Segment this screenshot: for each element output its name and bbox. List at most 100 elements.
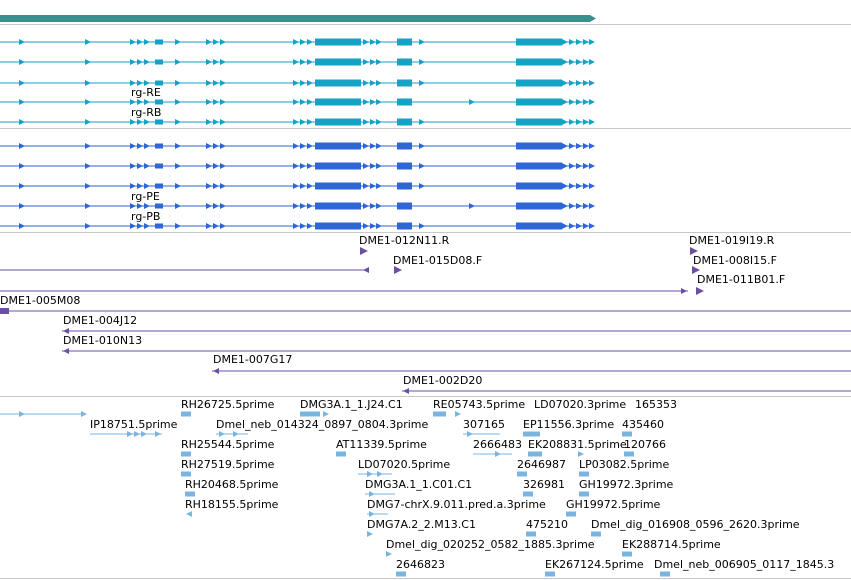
- cds-block[interactable]: [397, 182, 412, 190]
- bac-end-label[interactable]: DME1-005M08: [0, 294, 81, 307]
- bac-end-label[interactable]: DME1-008I15.F: [693, 254, 777, 267]
- est-label[interactable]: RH25544.5prime: [181, 438, 275, 451]
- est-block[interactable]: [579, 491, 589, 497]
- cds-block[interactable]: [516, 202, 562, 210]
- cds-block[interactable]: [397, 98, 412, 106]
- est-label[interactable]: EK267124.5prime: [545, 558, 644, 571]
- est-label[interactable]: 326981: [523, 478, 565, 491]
- cds-block[interactable]: [516, 118, 562, 126]
- est-block[interactable]: [660, 571, 670, 577]
- bac-end-label[interactable]: DME1-007G17: [213, 353, 293, 366]
- est-label[interactable]: Dmel_dig_016908_0596_2620.3prime: [591, 518, 800, 531]
- exon-block[interactable]: [155, 39, 163, 45]
- est-block[interactable]: [185, 491, 195, 497]
- cds-block[interactable]: [315, 118, 361, 126]
- est-block[interactable]: [523, 431, 540, 437]
- est-label[interactable]: Dmel_neb_006905_0117_1845.3: [654, 558, 835, 571]
- exon-block[interactable]: [155, 183, 163, 189]
- est-label[interactable]: AT11339.5prime: [336, 438, 427, 451]
- est-block[interactable]: [396, 571, 406, 577]
- exon-block[interactable]: [155, 80, 163, 86]
- cds-block[interactable]: [315, 38, 361, 46]
- est-block[interactable]: [181, 411, 191, 417]
- est-label[interactable]: EK288714.5prime: [622, 538, 721, 551]
- est-block[interactable]: [181, 471, 191, 477]
- est-label[interactable]: 2646823: [396, 558, 445, 571]
- est-label[interactable]: DMG3A.1_1.C01.C1: [365, 478, 473, 491]
- exon-block[interactable]: [155, 163, 163, 169]
- exon-block[interactable]: [155, 119, 163, 125]
- est-block[interactable]: [526, 531, 536, 537]
- cds-block[interactable]: [315, 142, 361, 150]
- est-block[interactable]: [181, 451, 191, 457]
- cds-block[interactable]: [516, 58, 562, 66]
- gene-bar[interactable]: [0, 15, 596, 22]
- est-label[interactable]: 165353: [635, 398, 677, 411]
- est-block[interactable]: [591, 531, 601, 537]
- est-label[interactable]: LD07020.5prime: [358, 458, 451, 471]
- est-label[interactable]: RH26725.5prime: [181, 398, 275, 411]
- transcript-label[interactable]: rg-RB: [131, 106, 162, 119]
- est-block[interactable]: [528, 451, 542, 457]
- cds-block[interactable]: [315, 58, 361, 66]
- cds-block[interactable]: [397, 202, 412, 210]
- cds-block[interactable]: [315, 222, 361, 230]
- est-block[interactable]: [566, 511, 576, 517]
- est-block[interactable]: [579, 471, 589, 477]
- exon-block[interactable]: [155, 143, 163, 149]
- cds-block[interactable]: [397, 142, 412, 150]
- bac-end-label[interactable]: DME1-004J12: [63, 314, 138, 327]
- cds-block[interactable]: [397, 162, 412, 170]
- est-block[interactable]: [300, 411, 320, 417]
- est-block[interactable]: [523, 491, 533, 497]
- est-block[interactable]: [545, 571, 555, 577]
- bac-end-label[interactable]: DME1-019I19.R: [689, 234, 775, 247]
- est-label[interactable]: 435460: [622, 418, 664, 431]
- est-block[interactable]: [517, 471, 527, 477]
- cds-block[interactable]: [516, 98, 562, 106]
- est-label[interactable]: 120766: [624, 438, 666, 451]
- exon-block[interactable]: [155, 99, 163, 105]
- bac-end-label[interactable]: DME1-002D20: [403, 374, 483, 387]
- cds-block[interactable]: [516, 222, 562, 230]
- cds-block[interactable]: [315, 182, 361, 190]
- est-block[interactable]: [433, 411, 446, 417]
- est-label[interactable]: RH27519.5prime: [181, 458, 275, 471]
- exon-block[interactable]: [155, 203, 163, 209]
- cds-block[interactable]: [397, 58, 412, 66]
- exon-block[interactable]: [155, 59, 163, 65]
- cds-block[interactable]: [397, 38, 412, 46]
- cds-block[interactable]: [516, 142, 562, 150]
- cds-block[interactable]: [315, 202, 361, 210]
- cds-block[interactable]: [397, 118, 412, 126]
- est-label[interactable]: Dmel_neb_014324_0897_0804.3prime: [216, 418, 429, 431]
- bac-end-label[interactable]: DME1-012N11.R: [359, 234, 450, 247]
- est-label[interactable]: RH20468.5prime: [185, 478, 279, 491]
- est-label[interactable]: LP03082.5prime: [579, 458, 670, 471]
- est-label[interactable]: 307165: [463, 418, 505, 431]
- cds-block[interactable]: [516, 162, 562, 170]
- est-label[interactable]: IP18751.5prime: [90, 418, 178, 431]
- est-label[interactable]: 475210: [526, 518, 568, 531]
- cds-block[interactable]: [315, 79, 361, 87]
- est-label[interactable]: GH19972.3prime: [579, 478, 674, 491]
- cds-block[interactable]: [397, 79, 412, 87]
- est-label[interactable]: Dmel_dig_020252_0582_1885.3prime: [386, 538, 595, 551]
- est-label[interactable]: 2666483: [473, 438, 522, 451]
- est-label[interactable]: DMG7-chrX.9.011.pred.a.3prime: [367, 498, 546, 511]
- est-label[interactable]: GH19972.5prime: [566, 498, 661, 511]
- est-label[interactable]: RH18155.5prime: [185, 498, 279, 511]
- cds-block[interactable]: [516, 38, 562, 46]
- est-label[interactable]: LD07020.3prime: [534, 398, 627, 411]
- cds-block[interactable]: [516, 182, 562, 190]
- est-block[interactable]: [624, 451, 634, 457]
- cds-block[interactable]: [315, 162, 361, 170]
- est-label[interactable]: DMG3A.1_1.J24.C1: [300, 398, 403, 411]
- est-label[interactable]: DMG7A.2_2.M13.C1: [367, 518, 476, 531]
- est-block[interactable]: [622, 431, 632, 437]
- est-label[interactable]: 2646987: [517, 458, 566, 471]
- cds-block[interactable]: [315, 98, 361, 106]
- bac-end-label[interactable]: DME1-015D08.F: [393, 254, 483, 267]
- cds-block[interactable]: [516, 79, 562, 87]
- bac-end-label[interactable]: DME1-010N13: [63, 334, 143, 347]
